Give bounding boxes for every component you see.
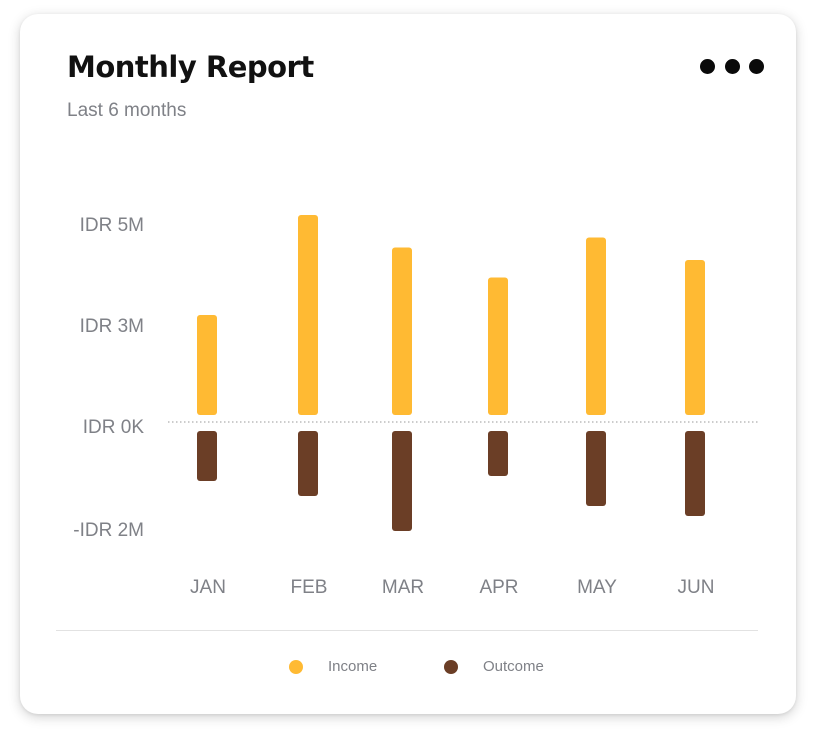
card-subtitle: Last 6 months [67, 100, 187, 121]
more-horizontal-icon [700, 58, 715, 74]
x-tick-label: FEB [291, 577, 328, 598]
more-options-button[interactable] [700, 52, 764, 80]
income-bar-feb [298, 215, 318, 415]
more-horizontal-icon [749, 58, 764, 74]
legend-label-outcome: Outcome [483, 658, 544, 675]
outcome-bar-apr [488, 431, 508, 476]
outcome-bar-may [586, 431, 606, 506]
legend-label-income: Income [328, 658, 378, 675]
outcome-bar-jan [197, 431, 217, 481]
y-tick-label: -IDR 2M [73, 520, 144, 541]
legend-item-income[interactable]: Income [289, 658, 377, 675]
legend-item-outcome[interactable]: Outcome [444, 658, 544, 675]
y-tick-label: IDR 0K [83, 417, 145, 438]
x-tick-label: JUN [678, 577, 715, 598]
card-title: Monthly Report [67, 50, 314, 84]
outcome-bar-jun [685, 431, 705, 516]
legend-swatch-outcome [444, 659, 458, 674]
bar-chart: IDR 5M IDR 3M IDR 0K -IDR 2M JAN FEB MAR APR MAY… [73, 215, 758, 598]
monthly-report-card: Monthly Report Last 6 months IDR 5M IDR 3… [20, 14, 796, 714]
income-bar-may [586, 237, 606, 415]
legend-divider [56, 630, 758, 631]
income-bar-mar [392, 247, 412, 415]
y-tick-label: IDR 3M [80, 316, 144, 337]
x-tick-label: JAN [190, 577, 226, 598]
x-tick-label: APR [479, 577, 518, 598]
income-bar-jan [197, 315, 217, 415]
income-bar-jun [685, 260, 705, 415]
more-horizontal-icon [724, 58, 740, 74]
income-bar-apr [488, 277, 508, 415]
x-tick-label: MAY [577, 577, 617, 598]
legend-swatch-income [289, 659, 303, 674]
outcome-bar-feb [298, 431, 318, 496]
x-tick-label: MAR [382, 577, 424, 598]
y-tick-label: IDR 5M [80, 215, 144, 236]
outcome-bar-mar [392, 431, 412, 531]
